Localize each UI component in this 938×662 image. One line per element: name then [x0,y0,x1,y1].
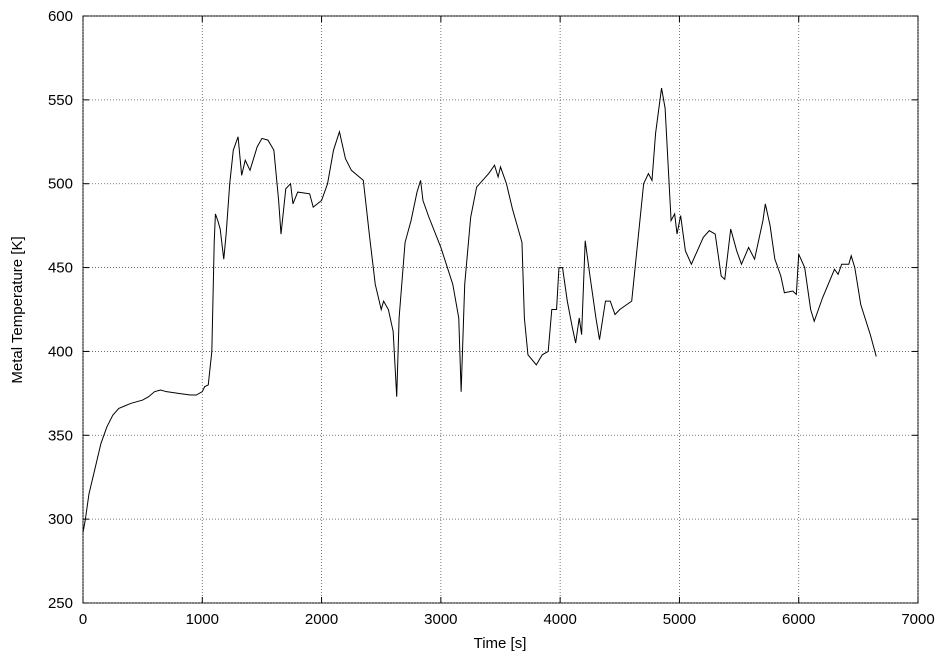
y-tick-label: 500 [48,176,73,193]
x-tick-label: 4000 [543,611,576,628]
data-line [82,88,877,533]
x-tick-label: 1000 [186,611,219,628]
y-tick-label: 250 [48,595,73,612]
x-tick-label: 7000 [901,611,934,628]
x-tick-label: 6000 [782,611,815,628]
x-axis-label: Time [s] [474,635,527,652]
x-tick-label: 2000 [305,611,338,628]
y-tick-label: 550 [48,92,73,109]
x-tick-label: 5000 [663,611,696,628]
y-tick-label: 600 [48,8,73,25]
y-axis-label: Metal Temperature [K] [9,236,26,383]
y-tick-label: 400 [48,343,73,360]
plot-frame [82,15,919,604]
y-tick-label: 300 [48,511,73,528]
y-tick-label: 350 [48,427,73,444]
y-tick-label: 450 [48,260,73,277]
x-tick-label: 0 [79,611,87,628]
x-tick-label: 3000 [424,611,457,628]
